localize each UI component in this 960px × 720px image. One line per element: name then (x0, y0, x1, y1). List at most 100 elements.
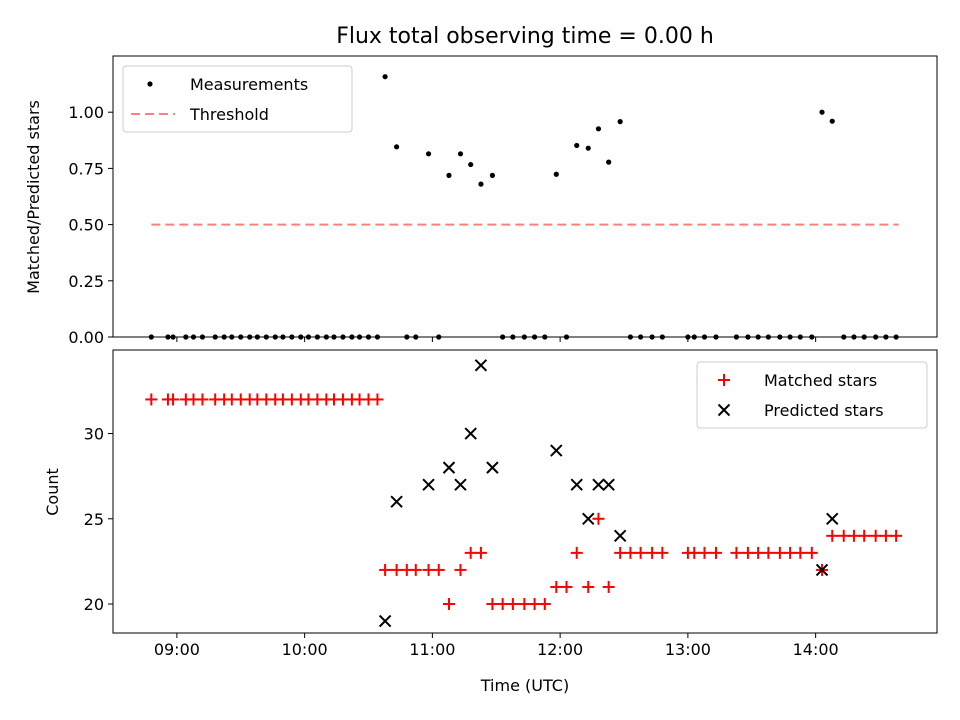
matched-stars-point (474, 546, 487, 559)
x-stroke (717, 403, 731, 417)
matched-stars-point (196, 393, 209, 406)
bottom-axes-frame (112, 349, 938, 634)
x-stroke (815, 563, 829, 577)
x-tick-label: 13:00 (665, 640, 711, 659)
measurements-point (574, 142, 580, 149)
predicted-stars-point (582, 512, 595, 525)
legend-marker-matched-stars (718, 374, 730, 386)
x-stroke (390, 495, 403, 508)
matched-stars-point (624, 546, 637, 559)
measurements-point (606, 159, 612, 165)
predicted-stars-point (486, 461, 499, 474)
predicted-stars-point (550, 444, 563, 457)
matched-stars-point (454, 563, 467, 576)
measurements-point (585, 145, 591, 151)
predicted-stars-point (422, 478, 435, 491)
x-stroke (613, 529, 627, 543)
legend-label-matched-stars: Matched stars (764, 371, 877, 390)
predicted-stars-point (592, 478, 605, 491)
matched-stars-point (837, 529, 850, 542)
matched-stars-point (602, 580, 615, 593)
x-stroke (442, 461, 456, 474)
x-stroke (486, 461, 499, 474)
matched-stars-point (869, 529, 882, 542)
matched-stars-point (506, 598, 519, 611)
matched-stars-point (409, 563, 422, 576)
matched-stars-point (656, 546, 669, 559)
legend-box (696, 361, 928, 429)
measurements-point (595, 126, 602, 132)
x-stroke (602, 478, 615, 491)
measurements-point (394, 144, 400, 150)
x-stroke (570, 478, 583, 491)
measurements-point (819, 109, 825, 115)
x-tick-label: 14:00 (793, 640, 839, 659)
matched-stars-point (379, 563, 392, 576)
matched-stars-point (167, 393, 180, 406)
matched-stars-point (442, 598, 455, 611)
bottom-y-axis-label: Count (43, 468, 62, 516)
matched-stars-point (390, 563, 403, 576)
matched-stars-point (582, 580, 595, 593)
predicted-stars-point (474, 359, 488, 372)
x-stroke (474, 359, 488, 372)
legend-box (122, 65, 353, 133)
legend-marker-predicted-stars (717, 403, 731, 417)
matched-stars-point (464, 546, 477, 559)
matched-stars-point (709, 546, 722, 559)
predicted-stars-point (378, 614, 392, 628)
measurements-point (457, 151, 464, 157)
matched-stars-point (614, 546, 627, 559)
x-stroke (582, 512, 595, 525)
matched-stars-point (741, 546, 754, 559)
matched-stars-point (698, 546, 711, 559)
measurements-point (468, 161, 474, 168)
x-stroke (464, 427, 477, 440)
measurements-point (446, 172, 452, 178)
top-y-tick-label: 0.50 (68, 216, 104, 235)
top-y-tick-label: 0.25 (68, 272, 104, 291)
top-panel: 0.00 0.25 0.50 0.75 1.00 Measurements Threshol… (68, 55, 938, 347)
bottom-panel: 09:00 10:00 11:00 12:00 13:00 14:00 20 25 30 Matc… (84, 349, 938, 659)
matched-stars-point (560, 580, 573, 593)
predicted-stars-point (826, 512, 839, 525)
x-tick-label: 12:00 (537, 640, 583, 659)
x-stroke (592, 478, 605, 491)
measurements-point (829, 118, 835, 124)
measurements-point (382, 74, 388, 80)
legend-marker-measurements (147, 81, 153, 87)
top-axes-frame (112, 55, 938, 338)
bottom-y-tick-label: 30 (84, 425, 104, 444)
matched-stars-point (752, 546, 765, 559)
predicted-stars-point (390, 495, 403, 508)
predicted-stars-point (464, 427, 477, 440)
matched-stars-point (805, 546, 818, 559)
top-y-tick-label: 1.00 (68, 103, 104, 122)
predicted-stars-point (442, 461, 456, 474)
matched-stars-point (496, 598, 509, 611)
matched-stars-point (550, 580, 563, 593)
matched-stars-point (784, 546, 797, 559)
measurements-point (617, 119, 623, 125)
bottom-y-tick-label: 20 (84, 595, 104, 614)
bottom-y-tick-label: 25 (84, 510, 104, 529)
x-stroke (550, 444, 563, 457)
legend-label-predicted-stars: Predicted stars (764, 401, 884, 420)
x-tick-label: 10:00 (282, 640, 328, 659)
matched-stars-point (794, 546, 807, 559)
bottom-legend: Matched stars Predicted stars (696, 361, 928, 429)
matched-stars-point (592, 512, 605, 525)
matched-stars-point (847, 529, 860, 542)
matched-stars-point (486, 598, 499, 611)
legend-label-threshold: Threshold (189, 105, 269, 124)
top-legend: Measurements Threshold (122, 65, 353, 133)
matched-stars-point (538, 598, 551, 611)
matched-stars-point (646, 546, 659, 559)
x-stroke (378, 614, 392, 628)
x-stroke (422, 478, 435, 491)
chart-title: Flux total observing time = 0.00 h (336, 24, 714, 49)
measurements-point (553, 171, 559, 177)
matched-stars-point (634, 546, 647, 559)
matched-stars-point (145, 393, 158, 406)
